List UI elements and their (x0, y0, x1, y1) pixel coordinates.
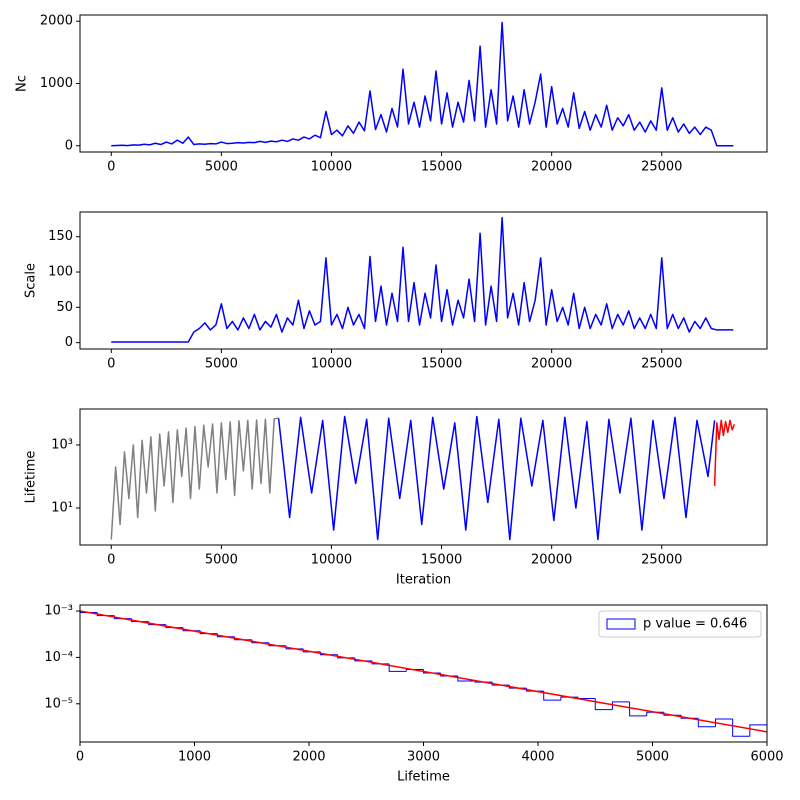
histogram-bin (749, 724, 767, 737)
histogram-bin (405, 668, 424, 672)
legend-frame (598, 610, 762, 638)
plot-area (110, 415, 736, 541)
histogram-bin (714, 718, 733, 727)
subplot: 0 1000 2000 3000 4000 5000 6000 10⁻⁵ 10⁻⁴ 10⁻³ Lif… (44, 604, 783, 785)
y-tick-label: 10¹ (51, 500, 73, 515)
x-tick-label: 20000 (531, 553, 572, 568)
x-tick-label: 15000 (421, 160, 462, 175)
subplot: 0 5000 10000 15000 20000 25000 10¹ 10³ Lifetime I… (24, 408, 768, 588)
x-tick-label: 2000 (292, 750, 325, 765)
x-tick-label: 5000 (205, 160, 238, 175)
line-series (111, 21, 734, 147)
histogram-bin (697, 718, 716, 728)
histogram-bin (577, 697, 596, 700)
x-axis-label: Iteration (396, 573, 451, 588)
x-tick-label: 25000 (641, 357, 682, 372)
plot-area (80, 610, 767, 742)
subplot: 0 5000 10000 15000 20000 25000 0 1000 2000 Nc (15, 14, 768, 175)
x-tick-label: 5000 (205, 357, 238, 372)
y-tick-label: 50 (56, 300, 73, 315)
line-series (111, 216, 734, 343)
x-tick-label: 0 (107, 553, 115, 568)
legend: p value = 0.646 (598, 610, 762, 638)
axes-frame (79, 604, 768, 743)
histogram-bin (543, 691, 561, 701)
x-tick-label: 4000 (521, 750, 554, 765)
x-tick-label: 15000 (421, 357, 462, 372)
x-tick-label: 20000 (531, 357, 572, 372)
histogram-bin (732, 718, 750, 737)
y-tick-label: 0 (65, 335, 73, 350)
axes-frame (79, 408, 768, 546)
y-tick-label: 0 (65, 138, 73, 153)
legend-swatch (606, 618, 636, 630)
x-tick-label: 10000 (311, 553, 352, 568)
y-axis-label: Scale (24, 263, 39, 298)
histogram-bin (388, 663, 407, 672)
y-tick-label: 10⁻⁵ (44, 696, 73, 711)
x-tick-label: 10000 (311, 160, 352, 175)
fit-line (80, 610, 767, 733)
y-tick-label: 10⁻³ (44, 604, 73, 619)
x-tick-label: 5000 (205, 553, 238, 568)
y-axis-label: Lifetime (24, 451, 39, 504)
plot-area (111, 21, 734, 147)
x-tick-label: 0 (107, 357, 115, 372)
x-tick-label: 25000 (641, 553, 682, 568)
x-tick-label: 25000 (641, 160, 682, 175)
x-axis-label: Lifetime (397, 770, 450, 785)
legend-label: p value = 0.646 (643, 617, 747, 632)
x-tick-label: 0 (107, 160, 115, 175)
y-tick-label: 150 (48, 229, 73, 244)
line-series (713, 419, 736, 486)
y-tick-label: 10³ (51, 437, 73, 452)
histogram-bin (629, 701, 647, 717)
axes-frame (79, 211, 768, 350)
x-tick-label: 20000 (531, 160, 572, 175)
subplot: 0 5000 10000 15000 20000 25000 0 50 100 150 Scale (24, 211, 768, 372)
histogram-bin (611, 701, 630, 710)
line-series (110, 417, 279, 540)
x-tick-label: 6000 (750, 750, 783, 765)
x-tick-label: 1000 (178, 750, 211, 765)
y-axis-label: Nc (15, 75, 30, 92)
histogram-bin (80, 612, 98, 742)
x-tick-label: 3000 (407, 750, 440, 765)
y-tick-label: 100 (48, 265, 73, 280)
axes-frame (79, 14, 768, 153)
x-tick-label: 5000 (636, 750, 669, 765)
x-tick-label: 10000 (311, 357, 352, 372)
x-tick-label: 0 (76, 750, 84, 765)
x-tick-label: 15000 (421, 553, 462, 568)
y-tick-label: 2000 (40, 14, 73, 29)
line-series (277, 415, 716, 541)
plot-area (111, 216, 734, 343)
y-tick-label: 10⁻⁴ (44, 650, 73, 665)
y-tick-label: 1000 (40, 76, 73, 91)
